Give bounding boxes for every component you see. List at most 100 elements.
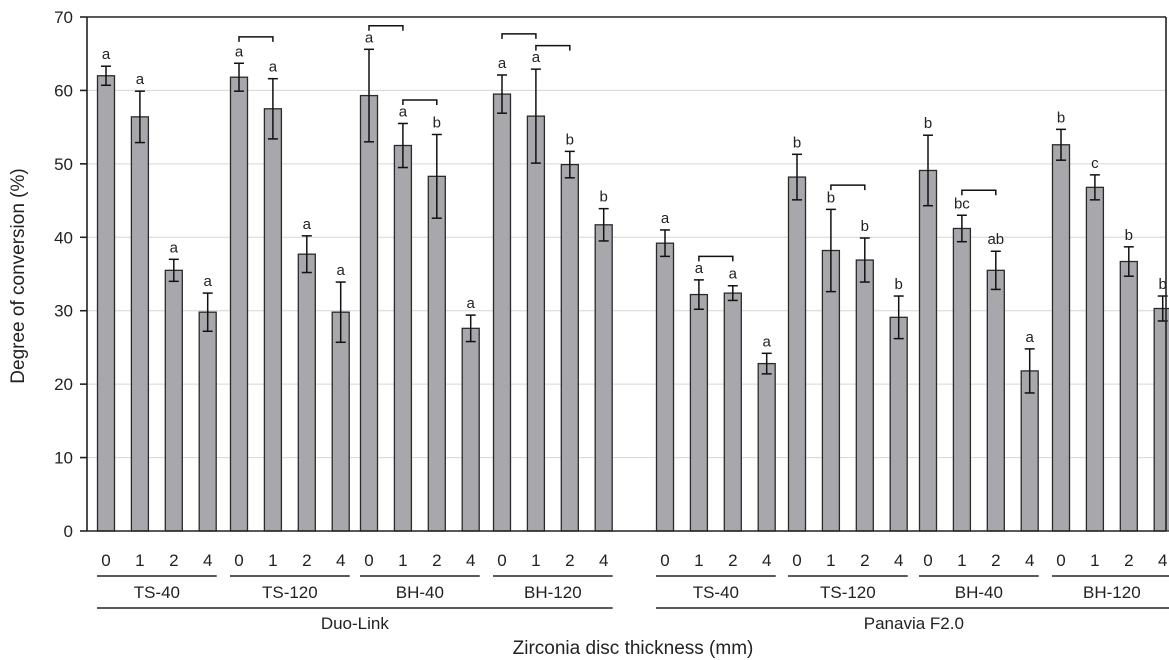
significance-label: a <box>498 55 507 72</box>
significance-label: b <box>1159 276 1167 293</box>
bar <box>594 224 613 532</box>
significance-label: b <box>1057 109 1065 126</box>
y-tick-label: 10 <box>54 449 73 468</box>
significance-label: b <box>895 276 903 293</box>
significance-label: a <box>102 46 111 63</box>
x-tick-label: 2 <box>991 551 1000 570</box>
significance-label: a <box>337 262 346 279</box>
significance-label: b <box>827 189 835 206</box>
x-tick-label: 2 <box>565 551 574 570</box>
significance-label: b <box>861 218 869 235</box>
cement-label: Panavia F2.0 <box>864 614 964 633</box>
significance-label: b <box>924 115 932 132</box>
x-tick-label: 0 <box>497 551 506 570</box>
x-tick-label: 2 <box>728 551 737 570</box>
bar <box>723 292 742 532</box>
bar <box>297 253 316 532</box>
significance-label: b <box>433 114 441 131</box>
y-tick-label: 40 <box>54 228 73 247</box>
bar <box>461 327 480 532</box>
significance-label: ab <box>987 231 1004 248</box>
x-axis-categories: 0 1 2 4 TS-40 0 1 2 4 TS-120 0 1 2 4 BH-40 0 1 2 4 BH-120 Du… <box>97 551 1169 633</box>
y-tick-label: 70 <box>54 8 73 27</box>
bar <box>164 269 183 532</box>
x-tick-label: 4 <box>336 551 345 570</box>
significance-bracket <box>961 189 997 196</box>
x-tick-label: 0 <box>923 551 932 570</box>
y-axis-ticks: 0 10 20 30 40 50 60 70 <box>54 8 87 541</box>
bar <box>889 316 908 532</box>
x-tick-label: 4 <box>203 551 212 570</box>
bar <box>655 242 675 532</box>
x-tick-label: 2 <box>169 551 178 570</box>
x-tick-label: 1 <box>694 551 703 570</box>
bar <box>986 269 1005 532</box>
significance-label: a <box>763 333 772 350</box>
significance-label: a <box>204 273 213 290</box>
group-label: TS-40 <box>134 583 180 602</box>
x-tick-label: 1 <box>957 551 966 570</box>
significance-bracket <box>698 255 734 262</box>
group-label: BH-40 <box>396 583 444 602</box>
significance-label: a <box>365 29 374 46</box>
group-label: TS-120 <box>262 583 318 602</box>
y-tick-label: 30 <box>54 302 73 321</box>
significance-label: b <box>793 134 801 151</box>
x-tick-label: 0 <box>660 551 669 570</box>
axes <box>86 16 1167 532</box>
x-tick-label: 2 <box>302 551 311 570</box>
bar <box>229 76 249 532</box>
x-tick-label: 4 <box>762 551 771 570</box>
bar <box>1085 186 1105 532</box>
y-tick-label: 20 <box>54 375 73 394</box>
significance-bracket <box>535 44 571 51</box>
significance-label: c <box>1091 155 1099 172</box>
significance-label: a <box>532 49 541 66</box>
x-tick-label: 4 <box>1158 551 1167 570</box>
bar <box>359 94 379 532</box>
bar <box>1051 144 1071 532</box>
x-axis-title: Zirconia disc thickness (mm) <box>513 638 754 659</box>
bar <box>263 108 283 532</box>
x-tick-label: 2 <box>432 551 441 570</box>
x-tick-label: 4 <box>599 551 608 570</box>
significance-label: a <box>136 71 145 88</box>
significance-label: bc <box>954 195 970 212</box>
group-label: BH-120 <box>524 583 582 602</box>
significance-label: b <box>1125 227 1133 244</box>
bar <box>492 93 512 532</box>
y-tick-label: 50 <box>54 155 73 174</box>
bar <box>1119 260 1138 532</box>
bar <box>952 227 972 532</box>
significance-label: a <box>399 103 408 120</box>
bar <box>393 144 413 532</box>
x-tick-label: 2 <box>860 551 869 570</box>
significance-label: a <box>269 59 278 76</box>
significance-bracket <box>402 99 438 105</box>
significance-label: a <box>1026 329 1035 346</box>
x-tick-label: 0 <box>1056 551 1065 570</box>
significance-label: a <box>170 239 179 256</box>
x-tick-label: 0 <box>792 551 801 570</box>
bar <box>526 115 546 532</box>
cement-label: Duo-Link <box>321 614 390 633</box>
significance-bracket <box>368 25 404 31</box>
bar <box>918 169 938 532</box>
significance-label: a <box>235 43 244 60</box>
x-tick-label: 2 <box>1124 551 1133 570</box>
bar <box>130 116 150 532</box>
significance-label: a <box>467 295 476 312</box>
group-label: BH-120 <box>1083 583 1141 602</box>
y-axis-title: Degree of conversion (%) <box>8 168 29 383</box>
x-tick-label: 4 <box>894 551 903 570</box>
x-tick-label: 4 <box>466 551 475 570</box>
significance-label: b <box>566 131 574 148</box>
significance-label: a <box>303 216 312 233</box>
significance-bracket <box>238 36 274 42</box>
bar <box>96 75 116 532</box>
bar <box>198 311 217 532</box>
x-tick-label: 1 <box>398 551 407 570</box>
group-label: TS-120 <box>820 583 876 602</box>
x-tick-label: 4 <box>1025 551 1034 570</box>
